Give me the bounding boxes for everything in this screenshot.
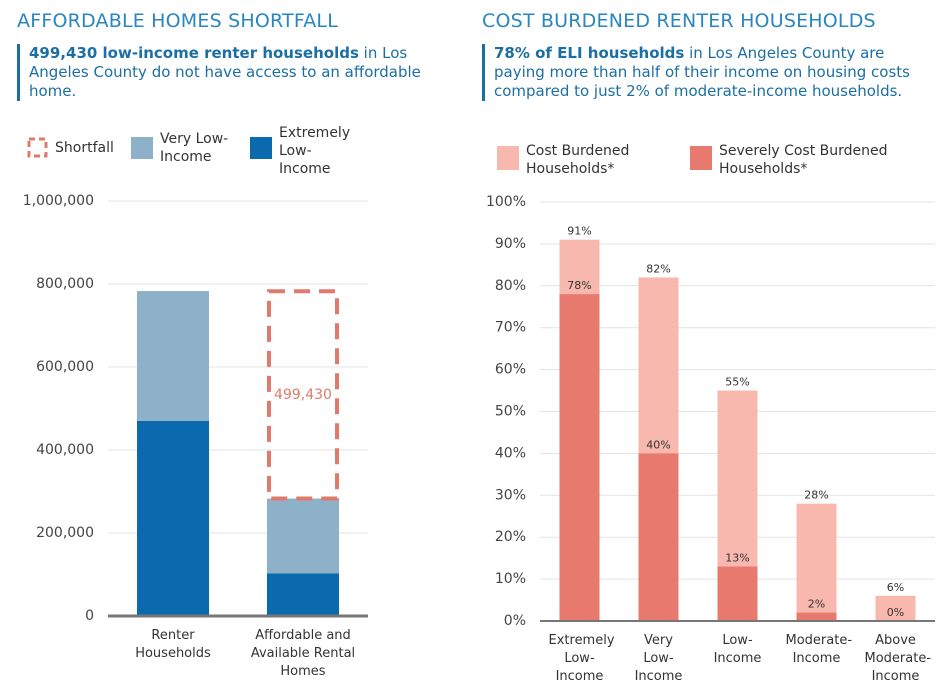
x-tick-label: Above Moderate-Income <box>864 633 932 684</box>
shortfall-bar <box>267 289 339 501</box>
bar <box>559 294 600 621</box>
x-tick-label: Renter Households <box>135 628 211 661</box>
bar <box>875 595 916 621</box>
legend-swatch <box>497 146 519 170</box>
y-tick-label: 800,000 <box>36 276 94 292</box>
bar <box>137 291 209 421</box>
bar <box>137 420 209 616</box>
y-tick-label: 40% <box>495 445 526 461</box>
legend-swatch <box>690 146 712 170</box>
y-tick-label: 1,000,000 <box>23 193 94 209</box>
legend-swatch <box>250 137 272 159</box>
value-label: 499,430 <box>274 387 332 403</box>
y-tick-label: 70% <box>495 320 526 336</box>
legend-label: Severely Cost Burdened Households* <box>719 143 888 177</box>
subtitle-bold: 78% of ELI households <box>494 44 685 62</box>
x-tick-label: Very Low-Income <box>634 633 683 684</box>
legend-swatch <box>131 137 153 159</box>
y-tick-label: 0% <box>504 613 526 629</box>
y-tick-label: 600,000 <box>36 359 94 375</box>
value-label: 82% <box>646 262 670 275</box>
legend-label: Extremely Low-Income <box>279 125 351 177</box>
y-tick-label: 30% <box>495 487 526 503</box>
value-label: 6% <box>887 581 904 594</box>
y-tick-label: 90% <box>495 236 526 252</box>
x-tick-label: Low-Income <box>713 633 762 666</box>
legend-label: Very Low-Income <box>160 131 229 165</box>
subtitle-bold: 499,430 low-income renter households <box>29 44 359 62</box>
y-tick-label: 80% <box>495 278 526 294</box>
bar <box>267 573 339 616</box>
x-tick-label: Moderate-Income <box>785 633 853 666</box>
y-tick-label: 20% <box>495 529 526 545</box>
subtitle-text: in Los Angeles County are paying more th… <box>494 44 910 100</box>
value-label: 28% <box>804 489 828 502</box>
chart-title: COST BURDENED RENTER HOUSEHOLDS <box>482 10 876 32</box>
value-label: 40% <box>646 438 670 451</box>
legend-swatch <box>27 137 48 158</box>
y-tick-label: 200,000 <box>36 525 94 541</box>
bar <box>717 566 758 621</box>
y-tick-label: 400,000 <box>36 442 94 458</box>
y-tick-label: 50% <box>495 404 526 420</box>
legend-label: Shortfall <box>55 140 114 156</box>
value-label: 2% <box>808 598 825 611</box>
y-tick-label: 100% <box>486 194 526 210</box>
value-label: 55% <box>725 376 749 389</box>
y-tick-label: 60% <box>495 362 526 378</box>
bar <box>267 498 339 574</box>
value-label: 78% <box>567 279 591 292</box>
chart-title: AFFORDABLE HOMES SHORTFALL <box>17 10 338 32</box>
x-tick-label: Extremely Low-Income <box>548 633 615 684</box>
x-tick-label: Affordable and Available Rental Homes <box>250 628 356 679</box>
value-label: 91% <box>567 225 591 238</box>
legend-label: Cost Burdened Households* <box>526 143 630 177</box>
subtitle: 78% of ELI households in Los Angeles Cou… <box>482 44 914 101</box>
bar <box>638 453 679 621</box>
y-tick-label: 10% <box>495 571 526 587</box>
y-tick-label: 0 <box>85 608 94 624</box>
bar <box>796 612 837 621</box>
value-label: 0% <box>887 606 904 619</box>
bar <box>796 503 837 621</box>
subtitle-text: in Los Angeles County do not have access… <box>29 44 421 100</box>
value-label: 13% <box>725 552 749 565</box>
subtitle: 499,430 low-income renter households in … <box>17 44 449 101</box>
